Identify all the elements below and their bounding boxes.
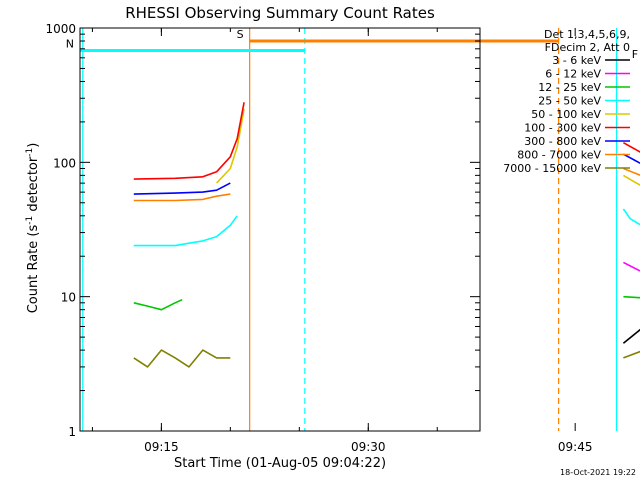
x-tick-label: 09:30	[351, 440, 386, 454]
y-axis-label-part: detector	[26, 156, 41, 216]
series-line	[133, 153, 640, 195]
legend-header: Det 1,3,4,5,6,9,	[544, 28, 630, 41]
legend-label: 100 - 300 keV	[524, 122, 601, 135]
flag-label: N	[66, 37, 74, 50]
y-axis-label-part: -1	[25, 148, 35, 157]
legend-label: 25 - 50 keV	[538, 95, 601, 108]
legend-label: 800 - 7000 keV	[517, 149, 601, 162]
flag-bars: S N F	[66, 28, 638, 61]
y-axis-label: Count Rate (s-1 detector-1)	[25, 143, 41, 314]
legend-label: 6 - 12 keV	[545, 68, 601, 81]
series-line	[133, 295, 640, 311]
chart-title: RHESSI Observing Summary Count Rates	[125, 4, 435, 22]
series-line	[133, 349, 640, 368]
y-tick-label: 100	[53, 156, 76, 170]
flag-label: S	[237, 28, 244, 41]
x-tick-label: 09:45	[558, 440, 593, 454]
x-tick-label: 09:15	[144, 440, 179, 454]
legend-label: 50 - 100 keV	[531, 108, 601, 121]
series-line	[216, 108, 640, 187]
y-tick-label: 10	[61, 291, 76, 305]
series-line	[133, 102, 640, 180]
vertical-markers	[82, 28, 618, 431]
legend: Det 1,3,4,5,6,9,FDecim 2, Att 03 - 6 keV…	[503, 28, 630, 175]
y-axis-label-part: Count Rate (s	[26, 225, 41, 314]
flag-label: F	[632, 48, 638, 61]
x-axis-label: Start Time (01-Aug-05 09:04:22)	[174, 456, 386, 471]
legend-label: 300 - 800 keV	[524, 135, 601, 148]
series-line	[133, 167, 640, 202]
legend-label: 12 - 25 keV	[538, 81, 601, 94]
series-lines	[133, 102, 640, 368]
y-tick-label: 1000	[45, 22, 76, 36]
legend-label: 3 - 6 keV	[552, 54, 601, 67]
series-line	[133, 208, 640, 247]
y-tick-label: 1	[68, 425, 76, 439]
timestamp-footer: 18-Oct-2021 19:22	[560, 468, 636, 477]
y-axis-label-part: )	[26, 143, 41, 148]
legend-label: 7000 - 15000 keV	[503, 162, 601, 175]
y-axis-label-part: -1	[25, 216, 35, 225]
legend-header: FDecim 2, Att 0	[545, 41, 630, 54]
plot-frame	[79, 27, 481, 432]
